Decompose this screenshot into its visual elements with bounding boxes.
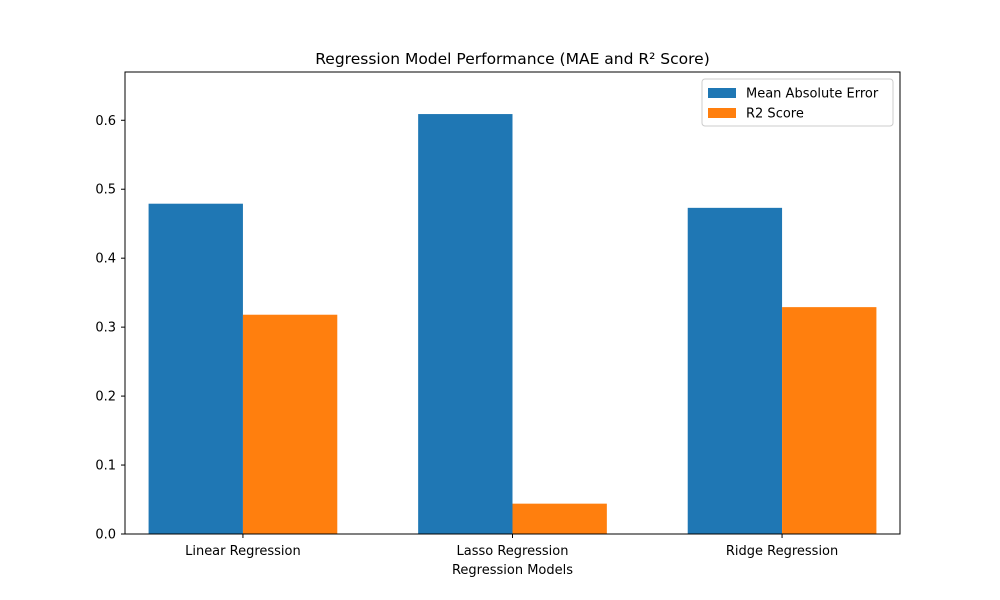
legend-box [701, 78, 894, 127]
x-tick-label: Ridge Regression [726, 544, 838, 559]
x-axis: Linear Regression Lasso Regression Ridge R… [185, 534, 838, 559]
bar-mae-0 [148, 203, 243, 535]
legend-swatch-0 [708, 88, 736, 98]
bar-mae-2 [687, 207, 783, 534]
y-axis: 0.0 0.1 0.2 0.3 0.4 0.5 0.6 [95, 114, 125, 543]
y-tick-label: 0.1 [95, 459, 116, 474]
y-tick-label: 0.2 [95, 390, 116, 405]
plot-frame [124, 71, 901, 535]
x-tick-label: Linear Regression [185, 544, 301, 559]
x-axis-label: Regression Models [452, 563, 573, 578]
y-tick-label: 0.0 [95, 528, 116, 543]
x-tick-label: Lasso Regression [457, 544, 569, 559]
y-tick-label: 0.5 [95, 183, 116, 198]
legend: Mean Absolute Error R2 Score [701, 78, 894, 127]
bar-mae-1 [418, 114, 513, 534]
bar-r2-2 [782, 307, 877, 534]
bars-group [148, 114, 877, 535]
y-tick-label: 0.6 [95, 114, 116, 129]
legend-swatch-1 [708, 108, 736, 118]
bar-r2-1 [512, 503, 607, 534]
legend-label-1: R2 Score [746, 107, 804, 122]
bar-r2-0 [242, 314, 338, 534]
chart-title: Regression Model Performance (MAE and R²… [315, 50, 710, 68]
y-tick-label: 0.3 [95, 321, 116, 336]
legend-label-0: Mean Absolute Error [746, 87, 879, 102]
y-tick-label: 0.4 [95, 252, 116, 267]
